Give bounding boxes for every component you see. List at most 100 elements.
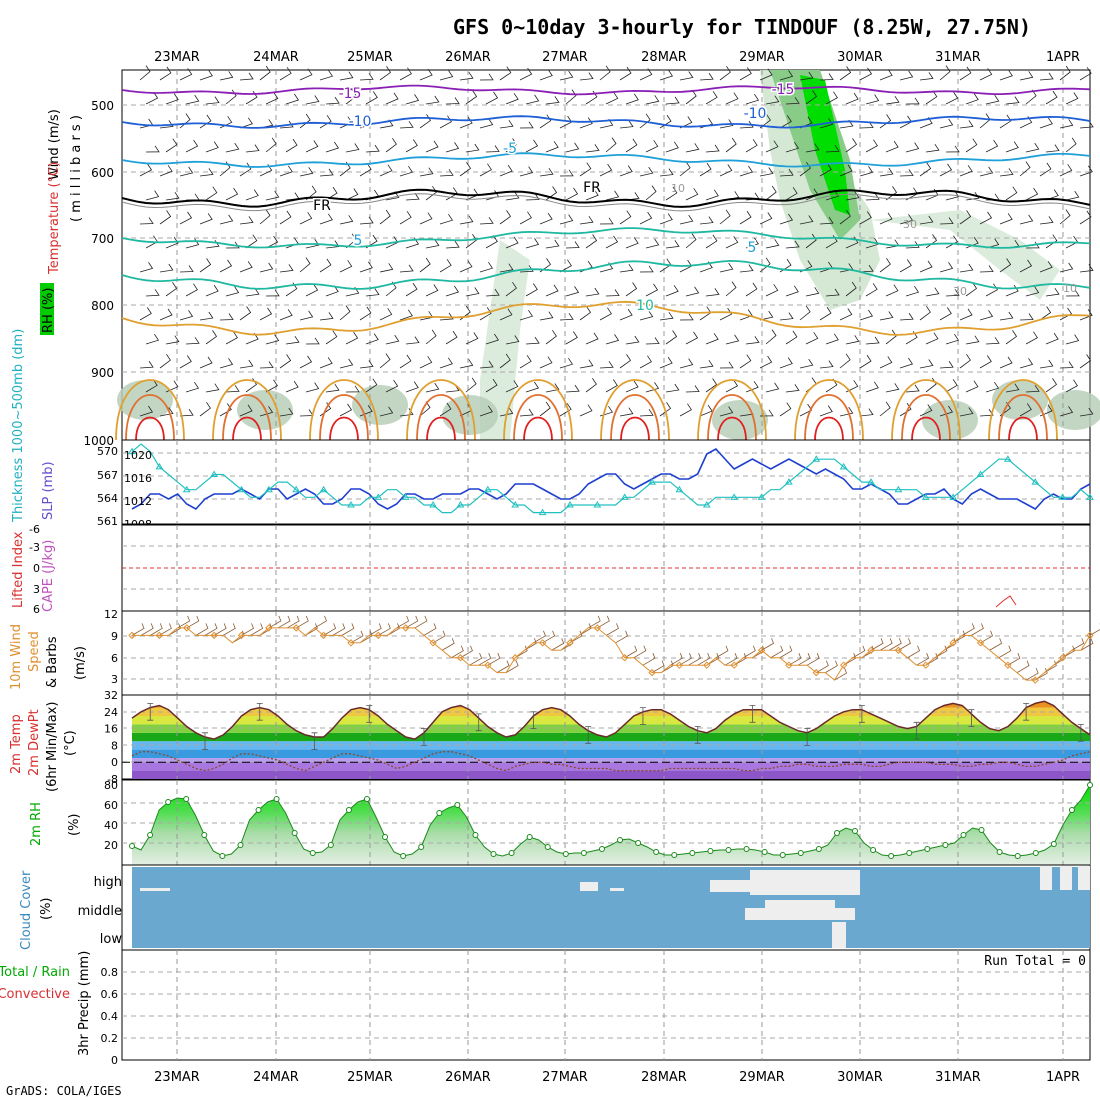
li-tick: -6 xyxy=(29,523,40,536)
wind-barb xyxy=(219,403,232,417)
wind-barb xyxy=(979,265,994,273)
wind10m-barb xyxy=(305,623,318,636)
cloud-tick-high: high xyxy=(94,875,122,890)
wind-barb xyxy=(899,312,914,321)
wind-barb xyxy=(425,239,440,249)
wind-barb xyxy=(499,66,512,81)
wind-barb xyxy=(865,336,880,345)
rh-marker xyxy=(1087,782,1093,788)
temp-lines xyxy=(131,700,1091,772)
wind-barb xyxy=(485,235,498,249)
wind-barb xyxy=(285,380,299,393)
wind10m-barb xyxy=(131,623,145,636)
wind-barb xyxy=(719,262,734,273)
wind-barb xyxy=(445,285,460,297)
wind10m-barb xyxy=(414,615,428,629)
top-date-label: 29MAR xyxy=(739,50,785,65)
wind10m-barb xyxy=(1089,623,1100,636)
wind-barb xyxy=(499,353,511,369)
wind-barb xyxy=(279,210,292,225)
wind-barb xyxy=(1019,313,1034,321)
wind-barb xyxy=(819,405,833,417)
wind10m-marker xyxy=(237,631,246,640)
wind-barb xyxy=(919,215,934,225)
wind-barb xyxy=(405,381,419,393)
wind-barb xyxy=(565,187,579,201)
wind-barb xyxy=(1065,334,1080,345)
wind-barb xyxy=(179,211,193,225)
wind-barb xyxy=(905,97,920,105)
isotherm-line xyxy=(121,152,1091,168)
wind-barb xyxy=(685,385,700,393)
wind-barb xyxy=(699,162,712,177)
ylabel-slp: SLP (mb) xyxy=(41,461,56,520)
wind-barb xyxy=(505,335,520,345)
wind-barb xyxy=(779,115,792,129)
wind-barb xyxy=(439,357,453,369)
wind-barb xyxy=(185,337,200,345)
wind-barb xyxy=(825,288,840,297)
wind-barb xyxy=(719,209,731,225)
isotherm-line xyxy=(121,227,1091,249)
wind-barb xyxy=(565,142,580,153)
thickness-marker xyxy=(1004,455,1012,462)
wind-barb xyxy=(639,211,653,225)
wind10m-marker xyxy=(922,661,930,669)
ylabel-lifted-index: Lifted Index xyxy=(11,531,26,608)
diurnal-isotherm xyxy=(513,394,563,441)
wind-barb xyxy=(999,168,1014,177)
wind-barb xyxy=(599,65,611,81)
wind-barb xyxy=(159,120,174,129)
wind10m-barb xyxy=(852,645,866,659)
thickness-marker xyxy=(620,493,629,500)
wind-barb xyxy=(1045,332,1059,345)
rh-marker xyxy=(490,851,497,857)
wind-barb xyxy=(665,96,680,105)
wind10m-barb xyxy=(250,623,264,636)
wind10m-barb xyxy=(286,615,300,629)
pressure-axis: 500 600 700 800 900 1000 xyxy=(83,99,114,448)
freezing-line-shadow xyxy=(121,193,1091,212)
top-date-label: 31MAR xyxy=(935,50,981,65)
wind-barb xyxy=(605,190,620,201)
bottom-date-label: 27MAR xyxy=(542,1070,588,1085)
wind10m-tick: 3 xyxy=(111,673,118,686)
wind-barb xyxy=(725,236,739,249)
wind-barb xyxy=(619,165,633,177)
wind-barb xyxy=(139,217,154,225)
rh-marker xyxy=(201,832,208,838)
wind-barb xyxy=(879,401,891,417)
thickness-marker xyxy=(730,493,739,500)
wind-barb xyxy=(259,361,274,369)
wind-barb xyxy=(559,214,574,225)
wind10m-barb xyxy=(296,615,309,629)
wind-barb xyxy=(439,213,454,225)
wind-barb xyxy=(139,405,154,417)
wind-barb xyxy=(879,212,893,225)
wind-barb xyxy=(465,90,478,105)
cloud-patch xyxy=(745,908,855,920)
wind-barb xyxy=(865,94,880,105)
wind-barb xyxy=(419,114,432,129)
rh-marker xyxy=(327,842,334,848)
wind-barb xyxy=(339,215,354,225)
wind10m-marker xyxy=(319,631,328,640)
wind-barb xyxy=(399,67,412,81)
wind-barb xyxy=(239,359,254,369)
wind-barb xyxy=(519,355,532,369)
wind10m-barb xyxy=(925,653,939,666)
wind-barb xyxy=(345,385,360,393)
wind-barb xyxy=(319,115,332,129)
wind-barb xyxy=(405,192,420,201)
wind10m-marker xyxy=(1086,631,1094,640)
wind-barb xyxy=(599,361,614,369)
wind-barb xyxy=(359,306,372,321)
wind-barb xyxy=(619,263,634,273)
wind-barb xyxy=(479,163,492,177)
wind-barb xyxy=(365,91,378,105)
wind-barb xyxy=(999,69,1013,81)
rh-marker xyxy=(436,810,443,816)
wind10m-barb xyxy=(241,623,254,636)
wind-barb xyxy=(439,259,452,273)
wind-barb xyxy=(799,403,813,417)
